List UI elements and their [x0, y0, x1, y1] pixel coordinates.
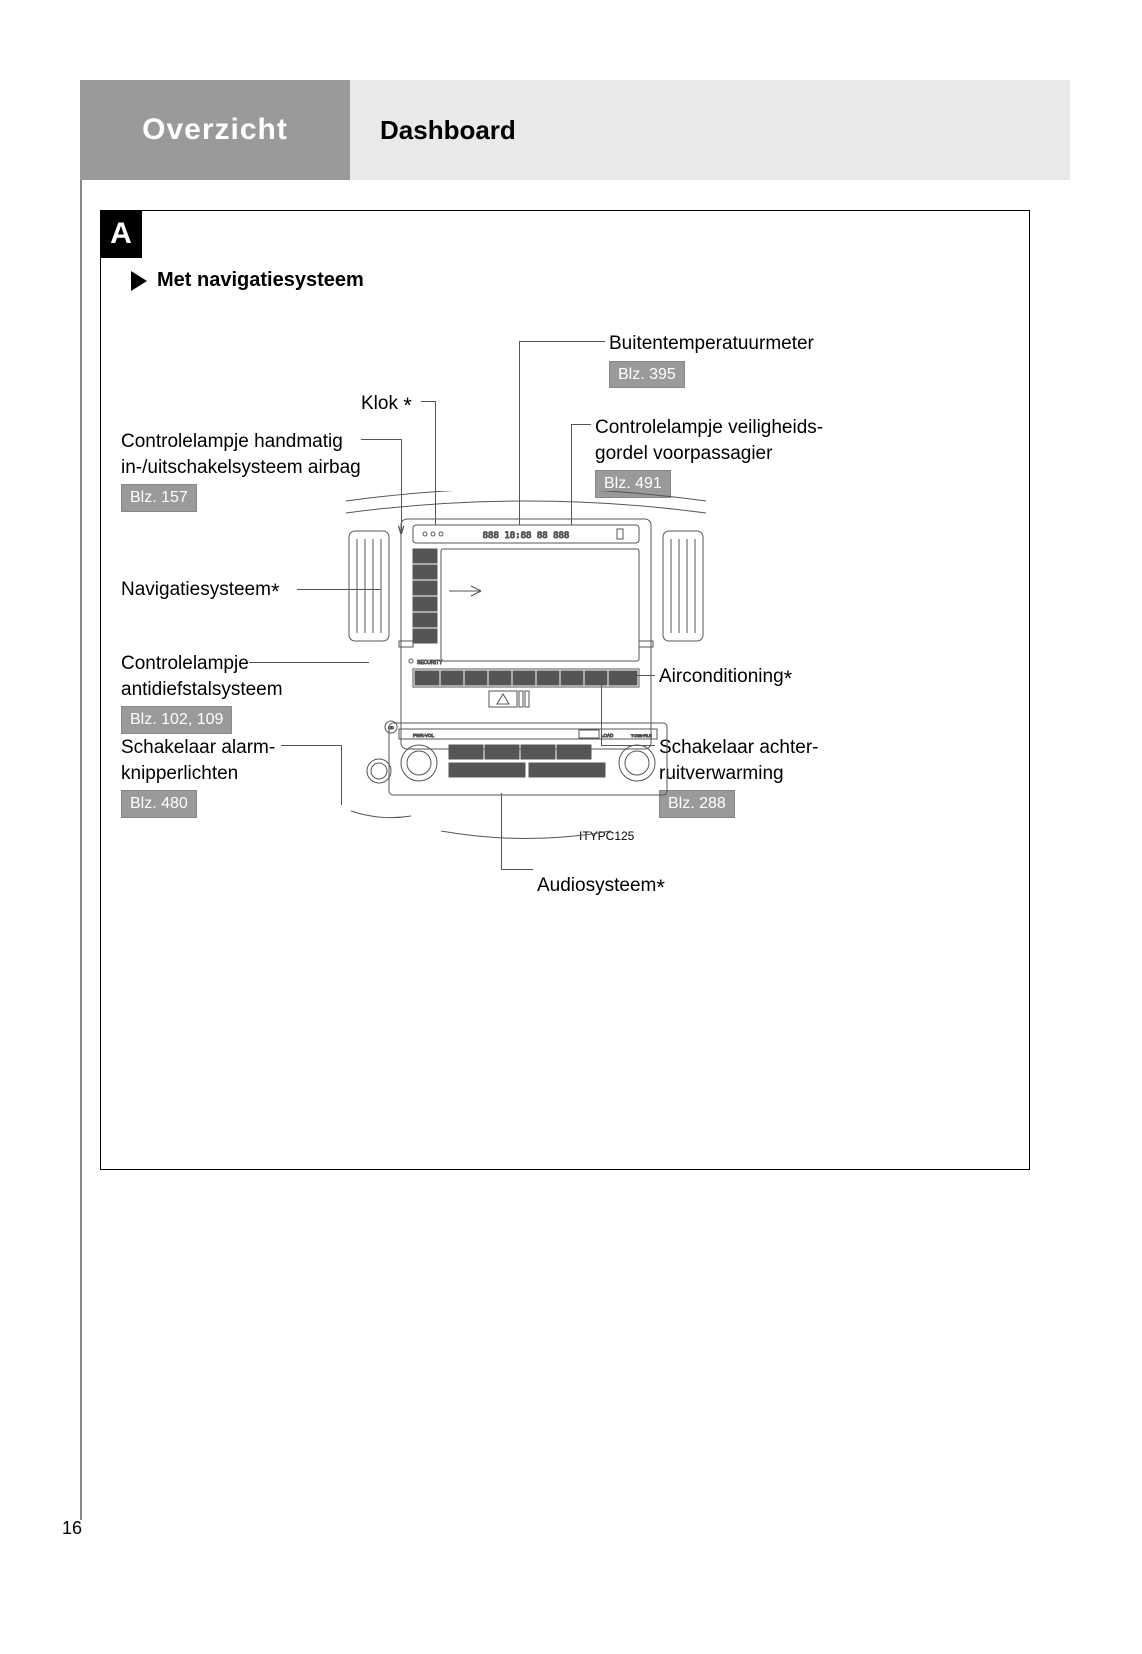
svg-text:CD: CD	[388, 725, 394, 730]
callout-airbag-line1: Controlelampje handmatig	[121, 431, 343, 452]
svg-text:SETUP: SETUP	[417, 618, 434, 624]
subheading-row: Met navigatiesysteem	[131, 269, 364, 292]
star-icon: *	[403, 393, 412, 418]
section-title: Dashboard	[350, 80, 1070, 180]
subheading-text: Met navigatiesysteem	[157, 269, 364, 292]
callout-airbag-line2: in-/uitschakelsysteem airbag	[121, 457, 361, 478]
callout-audio-label: Audiosysteem	[537, 875, 656, 896]
leader-line	[281, 745, 341, 746]
star-icon: *	[271, 579, 280, 604]
callout-alarm: Schakelaar alarm- knipperlichten Blz. 48…	[121, 735, 275, 818]
svg-text:TUNE·FILE: TUNE·FILE	[631, 733, 652, 738]
callout-antitheft: Controlelampje antidiefstalsysteem Blz. …	[121, 651, 283, 734]
leader-line	[361, 439, 401, 440]
callout-seatbelt-line2: gordel voorpassagier	[595, 443, 772, 464]
leader-line	[501, 869, 533, 870]
svg-text:REAR: REAR	[566, 676, 579, 681]
svg-text:LOAD: LOAD	[601, 733, 614, 738]
callout-antitheft-line2: antidiefstalsysteem	[121, 679, 283, 700]
chapter-title: Overzicht	[80, 80, 350, 180]
dashboard-device-illustration: 888 18:88 88 888 MAP DEST INFO DISP SETU…	[341, 491, 711, 861]
callout-alarm-line2: knipperlichten	[121, 763, 238, 784]
callout-klok-label: Klok	[361, 393, 398, 414]
callout-seatbelt-line1: Controlelampje veiligheids-	[595, 417, 823, 438]
leader-line	[519, 341, 605, 342]
svg-text:DISC·AUX: DISC·AUX	[527, 750, 549, 755]
svg-text:MAP: MAP	[420, 554, 432, 560]
page-number: 16	[62, 1518, 82, 1539]
callout-nav-label: Navigatiesysteem	[121, 579, 271, 600]
svg-text:PWR·VOL: PWR·VOL	[413, 733, 434, 738]
callout-buitentemp: Buitentemperatuurmeter Blz. 395	[609, 331, 814, 388]
svg-text:∨ SEEK·TRACK ∧: ∨ SEEK·TRACK ∧	[470, 768, 504, 773]
svg-text:SECURITY: SECURITY	[417, 660, 443, 666]
caret-right-icon	[131, 271, 147, 291]
header-row: Overzicht Dashboard	[80, 80, 1070, 180]
page-ref-antitheft: Blz. 102, 109	[121, 706, 232, 734]
callout-alarm-line1: Schakelaar alarm-	[121, 737, 275, 758]
section-badge: A	[100, 210, 142, 258]
svg-text:AM·DAB: AM·DAB	[457, 750, 475, 755]
svg-text:AUDIO: AUDIO	[417, 634, 433, 640]
callout-klok: Klok *	[361, 391, 412, 421]
leader-line	[571, 424, 591, 425]
page-ref-buitentemp: Blz. 395	[609, 361, 685, 389]
svg-text:OFF: OFF	[472, 676, 481, 681]
star-icon: *	[784, 666, 793, 691]
svg-text:FM: FM	[499, 750, 506, 755]
leader-line	[421, 401, 435, 402]
page-ref-airbag: Blz. 157	[121, 484, 197, 512]
callout-buitentemp-label: Buitentemperatuurmeter	[609, 333, 814, 354]
callout-antitheft-line1: Controlelampje	[121, 653, 249, 674]
callout-airbag: Controlelampje handmatig in-/uitschakels…	[121, 429, 361, 512]
page-ref-alarm: Blz. 480	[121, 790, 197, 818]
svg-text:TA: TA	[571, 750, 576, 755]
callout-audio: Audiosysteem*	[537, 873, 665, 903]
content-box: A Met navigatiesysteem Controlelampje ha…	[100, 210, 1030, 1170]
callout-nav: Navigatiesysteem*	[121, 577, 280, 607]
callout-seatbelt: Controlelampje veiligheids- gordel voorp…	[595, 415, 823, 498]
svg-text:888 18:88 88 888: 888 18:88 88 888	[483, 531, 570, 541]
svg-text:∨ CH·DISC ∧: ∨ CH·DISC ∧	[555, 768, 580, 773]
svg-text:CLIMATE: CLIMATE	[417, 676, 436, 681]
svg-text:AUTO: AUTO	[446, 676, 459, 681]
svg-text:INFO: INFO	[419, 586, 431, 592]
svg-text:DEST: DEST	[418, 570, 431, 576]
svg-text:DISP: DISP	[419, 602, 431, 608]
star-icon: *	[656, 875, 665, 900]
